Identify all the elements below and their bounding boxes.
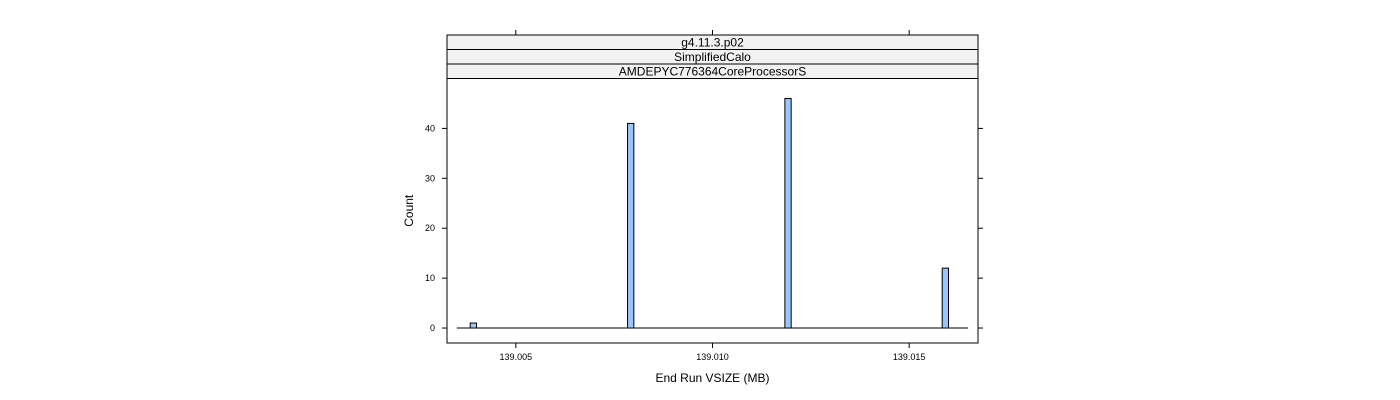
bars bbox=[469, 97, 949, 329]
x-tick-label: 139.005 bbox=[500, 352, 533, 362]
y-tick-label: 0 bbox=[430, 323, 435, 333]
histogram-bar bbox=[469, 322, 477, 329]
y-axis-title: Count bbox=[402, 194, 416, 227]
strip-header: g4.11.3.p02SimplifiedCaloAMDEPYC776364Co… bbox=[446, 34, 979, 79]
y-tick-label: 30 bbox=[425, 173, 435, 183]
x-axis: 139.005 139.010 139.015 bbox=[500, 30, 926, 362]
y-axis: 0 10 20 30 40 bbox=[425, 123, 983, 333]
y-tick-label: 10 bbox=[425, 273, 435, 283]
strip-label: AMDEPYC776364CoreProcessorS bbox=[619, 65, 806, 79]
panel-frame bbox=[446, 34, 979, 344]
x-tick-label: 139.010 bbox=[696, 352, 729, 362]
strip-label: g4.11.3.p02 bbox=[681, 36, 744, 50]
x-tick-label: 139.015 bbox=[893, 352, 926, 362]
x-axis-title: End Run VSIZE (MB) bbox=[655, 371, 769, 385]
histogram-bar bbox=[784, 97, 792, 329]
histogram-bar bbox=[941, 267, 949, 329]
y-tick-label: 20 bbox=[425, 223, 435, 233]
strip-label: SimplifiedCalo bbox=[674, 50, 751, 64]
y-tick-label: 40 bbox=[425, 123, 435, 133]
histogram-bar bbox=[627, 122, 635, 329]
